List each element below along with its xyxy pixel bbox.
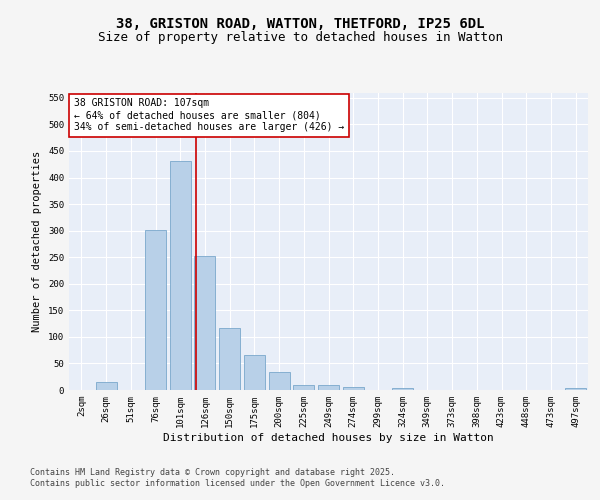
Bar — [219, 328, 240, 390]
Text: 38, GRISTON ROAD, WATTON, THETFORD, IP25 6DL: 38, GRISTON ROAD, WATTON, THETFORD, IP25… — [116, 18, 484, 32]
Bar — [194, 256, 215, 390]
Bar — [343, 388, 364, 390]
Bar — [244, 356, 265, 390]
Bar — [95, 382, 116, 390]
Bar — [565, 388, 586, 390]
X-axis label: Distribution of detached houses by size in Watton: Distribution of detached houses by size … — [163, 432, 494, 442]
Bar — [318, 384, 339, 390]
Bar — [170, 160, 191, 390]
Bar — [145, 230, 166, 390]
Text: Size of property relative to detached houses in Watton: Size of property relative to detached ho… — [97, 31, 503, 44]
Bar — [293, 384, 314, 390]
Bar — [392, 388, 413, 390]
Text: 38 GRISTON ROAD: 107sqm
← 64% of detached houses are smaller (804)
34% of semi-d: 38 GRISTON ROAD: 107sqm ← 64% of detache… — [74, 98, 344, 132]
Text: Contains HM Land Registry data © Crown copyright and database right 2025.
Contai: Contains HM Land Registry data © Crown c… — [30, 468, 445, 487]
Bar — [269, 372, 290, 390]
Y-axis label: Number of detached properties: Number of detached properties — [32, 150, 43, 332]
